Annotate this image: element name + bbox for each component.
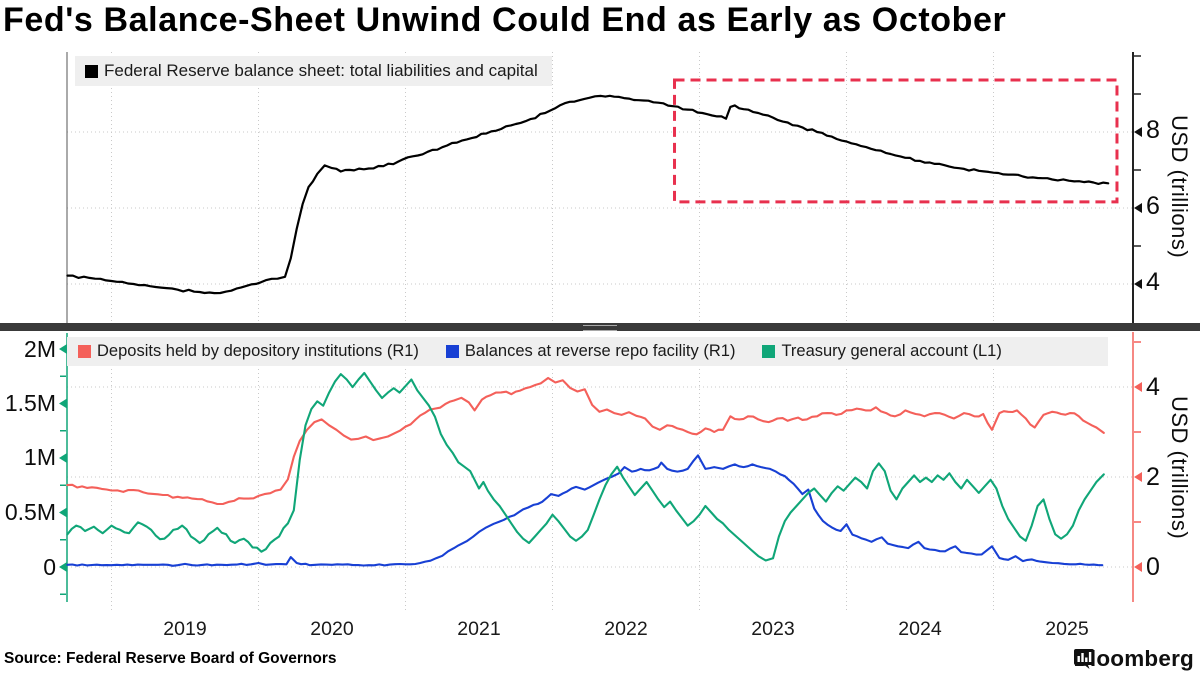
x-tick-2022: 2022 <box>604 618 648 640</box>
series-line <box>66 94 1110 295</box>
top-panel-legend: Federal Reserve balance sheet: total lia… <box>75 56 552 86</box>
tick-arrow <box>59 344 67 354</box>
left-tick-1-5m: 1.5M <box>4 390 56 416</box>
legend-label-balance-sheet: Federal Reserve balance sheet: total lia… <box>104 61 538 80</box>
left-tick-2m: 2M <box>24 336 56 362</box>
bloomberg-branding: Bloomberg <box>1073 646 1194 672</box>
right-tick-0: 0 <box>1146 553 1160 581</box>
legend-label-tga: Treasury general account (L1) <box>781 342 1002 360</box>
left-tick-0-5m: 0.5M <box>4 499 56 525</box>
tick-arrow <box>59 562 67 572</box>
x-tick-2021: 2021 <box>457 618 501 640</box>
liabilities-components-chart <box>59 332 1142 610</box>
series-line <box>66 454 1104 567</box>
legend-label-deposits: Deposits held by depository institutions… <box>97 342 419 360</box>
legend-item-tga: Treasury general account (L1) <box>762 342 1002 361</box>
panel-divider <box>0 323 1200 331</box>
legend-item-deposits: Deposits held by depository institutions… <box>78 342 419 361</box>
tick-arrow <box>1134 382 1142 392</box>
source-attribution: Source: Federal Reserve Board of Governo… <box>4 650 337 667</box>
x-tick-2025: 2025 <box>1045 618 1089 640</box>
panel-divider-grip[interactable] <box>583 325 617 331</box>
left-tick-1m: 1M <box>24 444 56 470</box>
right-tick-4: 4 <box>1146 373 1160 401</box>
highlight-annotation-box <box>673 78 1119 204</box>
x-tick-2019: 2019 <box>163 618 207 640</box>
top-right-axis-title: USD (trillions) <box>1167 115 1192 259</box>
bottom-right-axis-title: USD (trillions) <box>1167 396 1192 540</box>
series-line <box>66 371 1105 562</box>
left-tick-0: 0 <box>43 554 56 580</box>
series-line <box>66 376 1105 506</box>
x-tick-2020: 2020 <box>310 618 354 640</box>
legend-item-reverse-repo: Balances at reverse repo facility (R1) <box>445 342 736 361</box>
bottom-panel-legend: Deposits held by depository institutions… <box>67 337 1108 366</box>
y-tick-label-6: 6 <box>1146 192 1160 220</box>
tick-arrow <box>1134 562 1142 572</box>
series-swatch-tga <box>762 345 776 358</box>
series-swatch-balance-sheet <box>85 64 98 78</box>
series-swatch-deposits <box>78 345 91 358</box>
x-tick-2024: 2024 <box>898 618 942 640</box>
fed-balance-sheet-chart <box>66 52 1142 324</box>
series-swatch-reverse-repo <box>445 345 459 358</box>
x-tick-2023: 2023 <box>751 618 795 640</box>
y-tick-label-8: 8 <box>1146 116 1160 144</box>
tick-arrow <box>1134 472 1142 482</box>
page-title: Fed's Balance-Sheet Unwind Could End as … <box>3 1 1007 39</box>
y-tick-label-4: 4 <box>1146 268 1160 296</box>
tick-arrow <box>1134 127 1142 137</box>
tick-arrow <box>59 507 67 518</box>
bloomberg-logo-icon <box>1074 649 1095 669</box>
legend-label-reverse-repo: Balances at reverse repo facility (R1) <box>464 342 736 360</box>
tick-arrow <box>59 453 67 463</box>
right-tick-2: 2 <box>1146 463 1160 491</box>
tick-arrow <box>59 398 67 409</box>
tick-arrow <box>1134 279 1142 289</box>
tick-arrow <box>1134 203 1142 213</box>
